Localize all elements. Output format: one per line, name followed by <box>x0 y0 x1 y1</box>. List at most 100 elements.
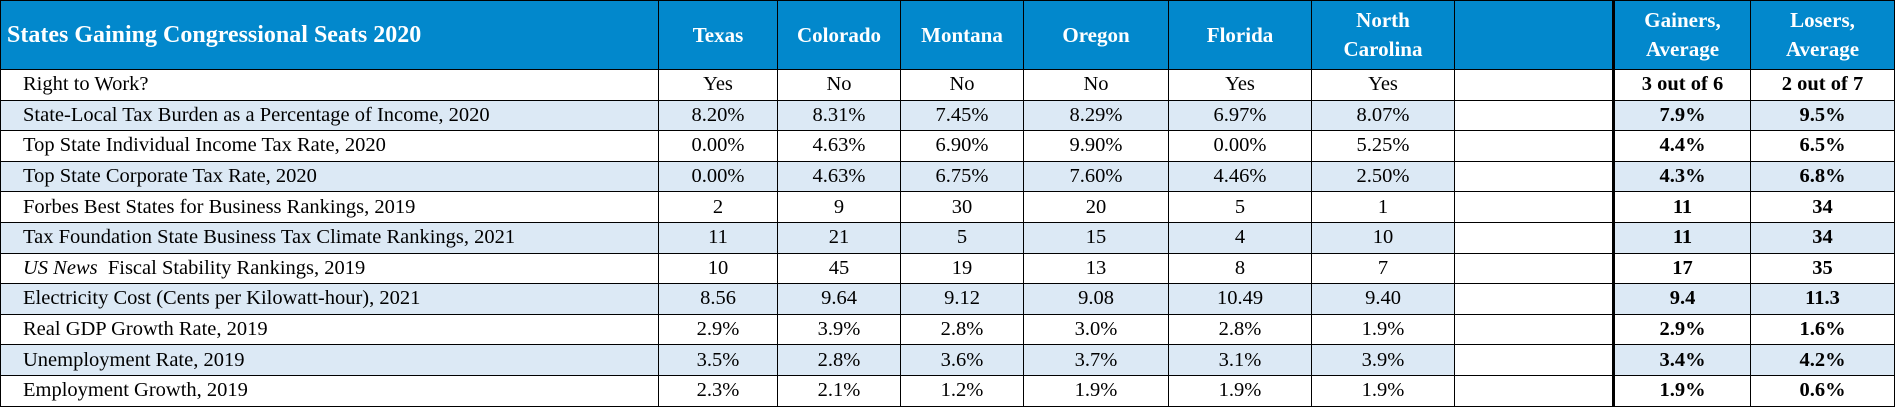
spacer-cell <box>1454 160 1614 193</box>
state-value-cell: 3.5% <box>658 344 778 376</box>
spacer-cell <box>1454 69 1614 101</box>
state-value-cell: 2.8% <box>900 313 1024 346</box>
state-value-cell: 2.1% <box>777 374 901 407</box>
row-label: State-Local Tax Burden as a Percentage o… <box>0 99 659 132</box>
table-row: Electricity Cost (Cents per Kilowatt-hou… <box>0 283 1895 315</box>
state-value-cell: No <box>1023 69 1169 101</box>
state-value-cell: 11 <box>658 221 778 254</box>
state-header: Colorado <box>777 0 901 70</box>
state-value-cell: 3.1% <box>1168 344 1312 376</box>
table-row: Employment Growth, 2019 2.3% 2.1% 1.2% 1.9% 1… <box>0 374 1895 407</box>
state-header: Oregon <box>1023 0 1169 70</box>
state-value-cell: 7.45% <box>900 99 1024 132</box>
gainers-average-header: Gainers, Average <box>1612 0 1751 70</box>
state-value-cell: 20 <box>1023 191 1169 223</box>
congressional-seats-table: States Gaining Congressional Seats 2020 … <box>0 0 1895 407</box>
state-value-cell: 1 <box>1311 191 1455 223</box>
gainers-average-cell: 9.4 <box>1612 283 1751 315</box>
row-label: US News Fiscal Stability Rankings, 2019 <box>0 252 659 285</box>
state-value-cell: 5 <box>900 221 1024 254</box>
gainers-average-cell: 17 <box>1612 252 1751 285</box>
state-value-cell: 7 <box>1311 252 1455 285</box>
state-value-cell: 8.29% <box>1023 99 1169 132</box>
state-value-cell: 9.40 <box>1311 283 1455 315</box>
state-value-cell: 6.97% <box>1168 99 1312 132</box>
state-header: Florida <box>1168 0 1312 70</box>
state-value-cell: 4.46% <box>1168 160 1312 193</box>
state-value-cell: 45 <box>777 252 901 285</box>
state-value-cell: Yes <box>658 69 778 101</box>
spacer-cell <box>1454 130 1614 162</box>
row-label: Forbes Best States for Business Rankings… <box>0 191 659 223</box>
losers-average-cell: 34 <box>1750 191 1895 223</box>
state-value-cell: 4.63% <box>777 130 901 162</box>
row-label: Top State Corporate Tax Rate, 2020 <box>0 160 659 193</box>
losers-average-header: Losers, Average <box>1750 0 1895 70</box>
row-label-text: Right to Work? <box>23 73 149 96</box>
state-value-cell: 4.63% <box>777 160 901 193</box>
row-label-text: Unemployment Rate, 2019 <box>23 348 245 371</box>
row-label-text: Top State Individual Income Tax Rate, 20… <box>23 134 386 157</box>
state-value-cell: 2 <box>658 191 778 223</box>
gainers-average-cell: 11 <box>1612 221 1751 254</box>
state-value-cell: 30 <box>900 191 1024 223</box>
spacer-cell <box>1454 344 1614 376</box>
table-row: Tax Foundation State Business Tax Climat… <box>0 221 1895 254</box>
state-value-cell: 9.12 <box>900 283 1024 315</box>
row-label: Tax Foundation State Business Tax Climat… <box>0 221 659 254</box>
state-value-cell: Yes <box>1311 69 1455 101</box>
spacer-cell <box>1454 191 1614 223</box>
bottom-margin <box>0 410 1895 419</box>
state-value-cell: 13 <box>1023 252 1169 285</box>
gainers-average-cell: 2.9% <box>1612 313 1751 346</box>
state-value-cell: 0.00% <box>658 130 778 162</box>
spacer-cell <box>1454 283 1614 315</box>
state-value-cell: No <box>900 69 1024 101</box>
state-value-cell: 10 <box>1311 221 1455 254</box>
gainers-average-cell: 4.4% <box>1612 130 1751 162</box>
losers-average-cell: 0.6% <box>1750 374 1895 407</box>
state-value-cell: 4 <box>1168 221 1312 254</box>
spacer-cell <box>1454 374 1614 407</box>
losers-average-cell: 1.6% <box>1750 313 1895 346</box>
row-label: Electricity Cost (Cents per Kilowatt-hou… <box>0 283 659 315</box>
state-value-cell: 2.8% <box>1168 313 1312 346</box>
gainers-average-cell: 11 <box>1612 191 1751 223</box>
gainers-average-cell: 4.3% <box>1612 160 1751 193</box>
table-row: State-Local Tax Burden as a Percentage o… <box>0 99 1895 132</box>
state-value-cell: 3.7% <box>1023 344 1169 376</box>
state-value-cell: 2.8% <box>777 344 901 376</box>
spacer-cell <box>1454 313 1614 346</box>
state-value-cell: 3.0% <box>1023 313 1169 346</box>
gainers-average-cell: 3 out of 6 <box>1612 69 1751 101</box>
spacer-cell <box>1454 252 1614 285</box>
row-label: Unemployment Rate, 2019 <box>0 344 659 376</box>
row-label-text: Electricity Cost (Cents per Kilowatt-hou… <box>23 287 421 310</box>
state-value-cell: 9 <box>777 191 901 223</box>
state-value-cell: 0.00% <box>658 160 778 193</box>
losers-average-cell: 4.2% <box>1750 344 1895 376</box>
state-value-cell: 3.6% <box>900 344 1024 376</box>
state-value-cell: 10 <box>658 252 778 285</box>
state-value-cell: 9.64 <box>777 283 901 315</box>
state-value-cell: 8.56 <box>658 283 778 315</box>
gainers-average-cell: 7.9% <box>1612 99 1751 132</box>
table-title: States Gaining Congressional Seats 2020 <box>0 0 659 70</box>
state-value-cell: 10.49 <box>1168 283 1312 315</box>
table-row: Real GDP Growth Rate, 2019 2.9% 3.9% 2.8% 3.… <box>0 313 1895 346</box>
state-value-cell: 9.08 <box>1023 283 1169 315</box>
row-label-text: Tax Foundation State Business Tax Climat… <box>23 226 516 249</box>
state-value-cell: 5.25% <box>1311 130 1455 162</box>
row-label: Employment Growth, 2019 <box>0 374 659 407</box>
row-label-text: Top State Corporate Tax Rate, 2020 <box>23 165 317 188</box>
state-value-cell: 21 <box>777 221 901 254</box>
losers-average-cell: 34 <box>1750 221 1895 254</box>
losers-average-cell: 11.3 <box>1750 283 1895 315</box>
table-row: Forbes Best States for Business Rankings… <box>0 191 1895 223</box>
row-label-source: US News <box>23 256 98 279</box>
losers-average-cell: 6.5% <box>1750 130 1895 162</box>
table-row: Top State Corporate Tax Rate, 2020 0.00% 4… <box>0 160 1895 193</box>
state-value-cell: 3.9% <box>1311 344 1455 376</box>
state-value-cell: 8 <box>1168 252 1312 285</box>
